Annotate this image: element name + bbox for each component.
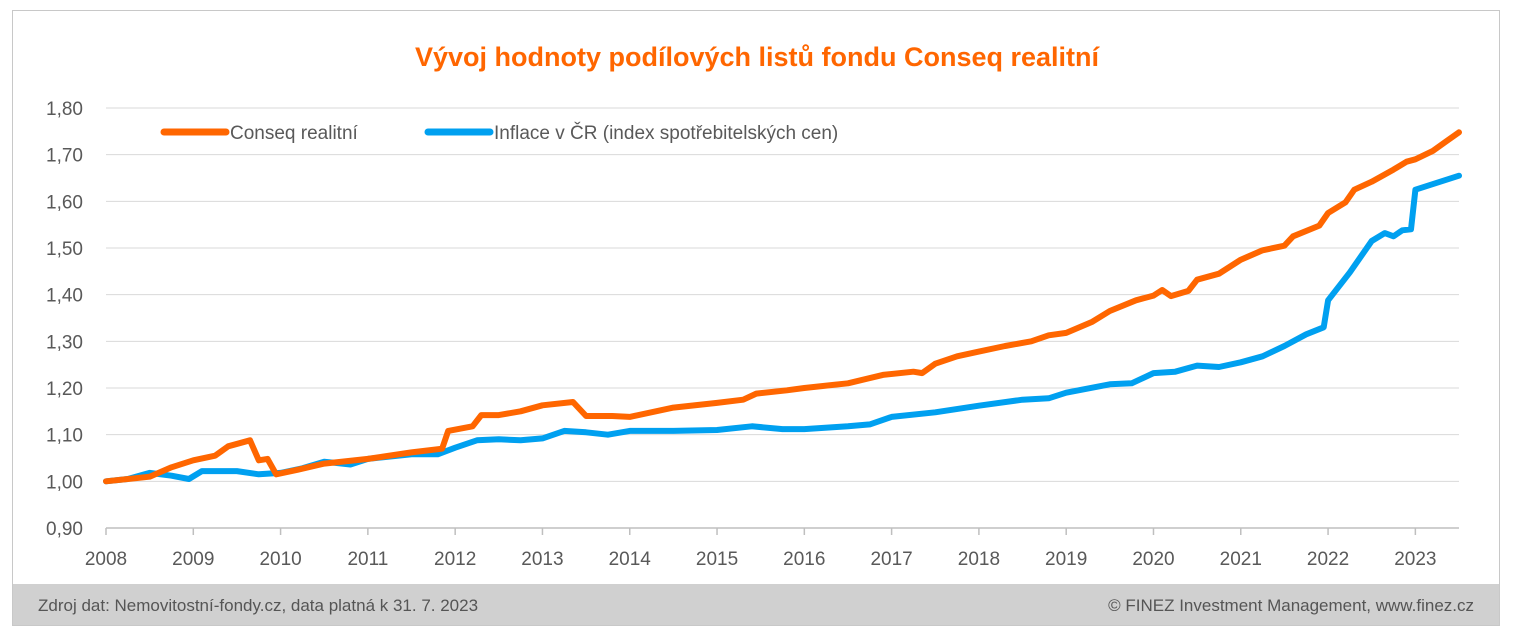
x-tick-label: 2023 [1394,549,1436,570]
footer-bar: Zdroj dat: Nemovitostní-fondy.cz, data p… [13,584,1499,625]
legend-label-conseq: Conseq realitní [230,123,359,144]
x-tick-label: 2011 [347,549,388,570]
y-tick-label: 1,00 [46,472,83,493]
chart-frame [12,10,1500,626]
x-tick-label: 2018 [958,549,1000,570]
legend-label-inflace: Inflace v ČR (index spotřebitelských cen… [494,122,838,144]
y-tick-label: 0,90 [46,519,83,540]
y-tick-label: 1,60 [46,192,83,213]
y-tick-label: 1,80 [46,99,83,120]
legend: Conseq realitní Inflace v ČR (index spot… [160,122,838,144]
x-tick-label: 2019 [1045,549,1087,570]
y-tick-label: 1,20 [46,379,83,400]
x-tick-label: 2021 [1220,549,1262,570]
x-tick-label: 2014 [609,549,652,570]
series-lines [103,129,1462,485]
x-tick-label: 2020 [1132,549,1174,570]
y-tick-label: 1,10 [46,426,83,447]
y-tick-label: 1,40 [46,286,83,307]
x-tick-label: 2016 [783,549,825,570]
gridlines [106,107,1459,482]
copyright-note: © FINEZ Investment Management, www.finez… [1108,596,1474,615]
data-source-note: Zdroj dat: Nemovitostní-fondy.cz, data p… [38,596,479,615]
x-tick-label: 2009 [172,549,214,570]
y-tick-label: 1,70 [46,146,83,167]
x-tick-label: 2022 [1307,549,1349,570]
x-tick-label: 2012 [434,549,476,570]
x-tick-label: 2015 [696,549,738,570]
x-tick-label: 2008 [85,549,127,570]
x-tick-label: 2010 [259,549,301,570]
series-line-inflace [103,172,1462,485]
x-tick-label: 2017 [870,549,912,570]
chart-title: Vývoj hodnoty podílových listů fondu Con… [415,42,1101,72]
x-tick-label: 2013 [521,549,563,570]
series-line-conseq [103,129,1462,485]
y-tick-label: 1,50 [46,239,83,260]
axes: 0,90 1,00 1,10 1,20 1,30 1,40 1,50 1,60 1,70 1,80… [46,99,1459,570]
y-tick-label: 1,30 [46,332,83,353]
